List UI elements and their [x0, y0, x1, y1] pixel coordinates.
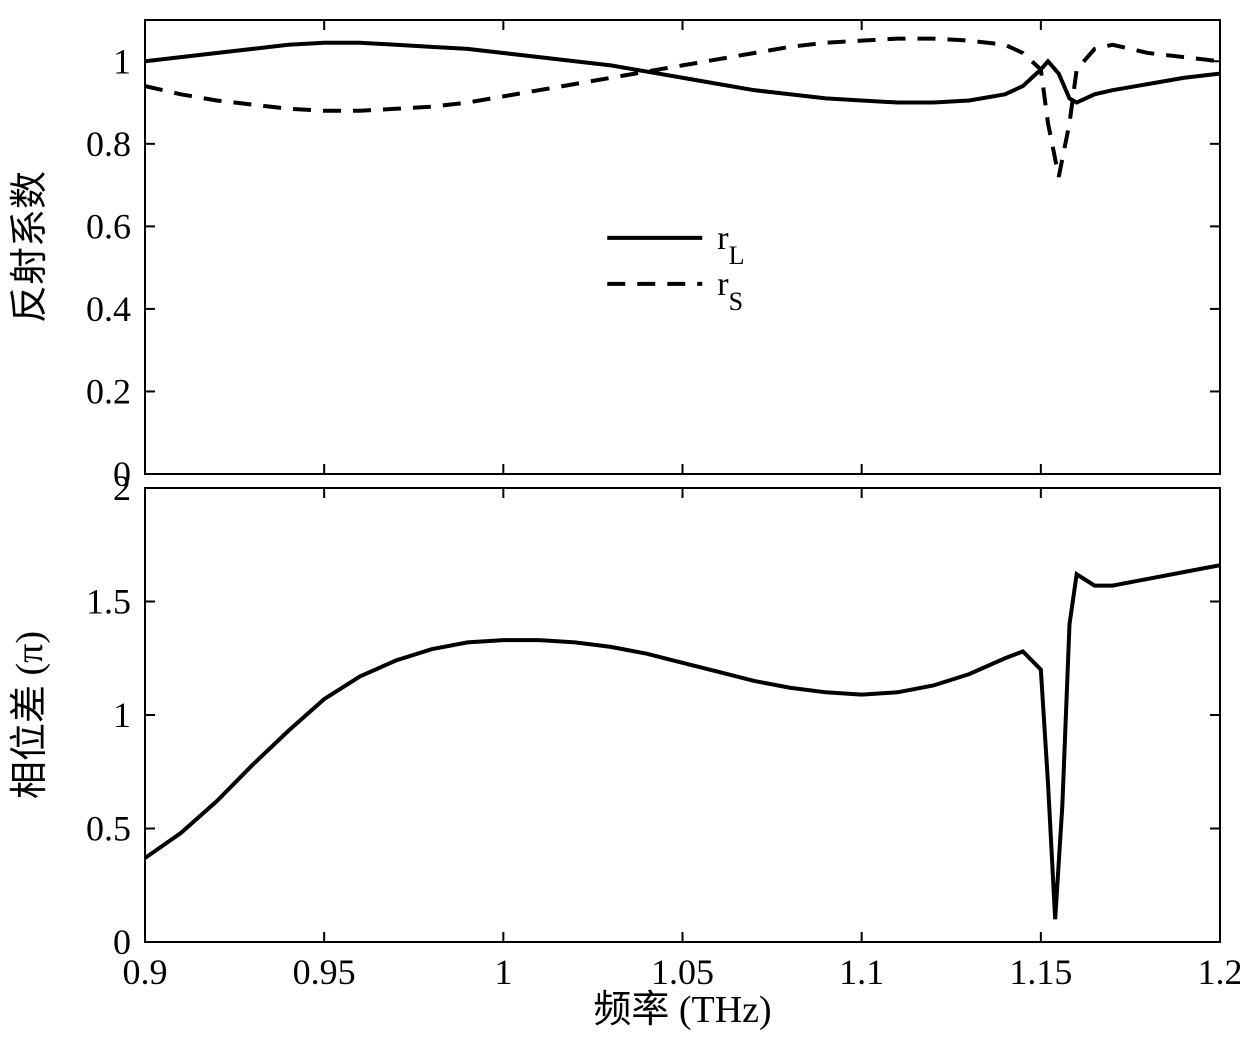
ylabel-top: 反射系数: [9, 171, 51, 323]
xlabel: 频率 (THz): [593, 989, 771, 1031]
xtick-label: 0.95: [293, 952, 356, 992]
xtick-label: 1: [494, 952, 512, 992]
ytick-label: 0.8: [86, 124, 131, 164]
ytick-label: 0: [113, 922, 131, 962]
ytick-label: 1.5: [86, 582, 131, 622]
chart-svg: 00.20.40.60.810.90.9511.051.11.151.200.5…: [0, 0, 1240, 1052]
xtick-label: 1.1: [839, 952, 884, 992]
series-rL: [145, 43, 1220, 103]
xtick-label: 1.2: [1198, 952, 1240, 992]
series-rS: [145, 39, 1220, 177]
ytick-label: 1: [113, 695, 131, 735]
series-phase: [145, 565, 1220, 919]
legend-label-rS: rS: [717, 266, 743, 316]
ylabel-bottom: 相位差 (π): [9, 631, 51, 799]
xtick-label: 1.15: [1009, 952, 1072, 992]
ytick-label: 0.6: [86, 206, 131, 246]
ytick-label: 1: [113, 41, 131, 81]
xtick-label: 1.05: [651, 952, 714, 992]
legend-label-rL: rL: [717, 220, 744, 269]
figure-container: 00.20.40.60.810.90.9511.051.11.151.200.5…: [0, 0, 1240, 1052]
ytick-label: 0.4: [86, 289, 131, 329]
ytick-label: 0.5: [86, 809, 131, 849]
ytick-label: 0.2: [86, 371, 131, 411]
ytick-label: 2: [113, 468, 131, 508]
